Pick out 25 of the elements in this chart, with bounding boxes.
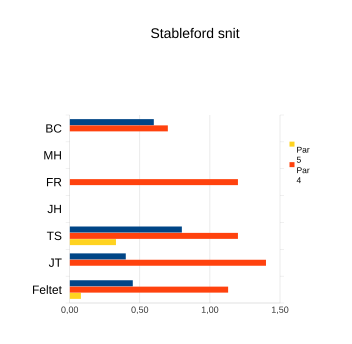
chart-title: Stableford snit (151, 28, 240, 38)
y-tick-label: BC (46, 124, 62, 133)
bar (70, 286, 228, 293)
y-tick-label: MH (44, 151, 61, 160)
x-tick-label: 1,50 (272, 306, 288, 314)
bar (70, 253, 126, 260)
bar (70, 125, 168, 132)
legend-label: Par 5 (296, 146, 310, 163)
bar (70, 179, 238, 186)
bar (70, 292, 81, 299)
y-tick-label: TS (46, 232, 62, 240)
bar (70, 119, 154, 126)
bar (70, 239, 116, 246)
bar (70, 232, 238, 239)
bar (70, 226, 182, 233)
x-tick-label: 1,00 (202, 306, 218, 314)
y-tick-label: JT (48, 258, 62, 267)
bar (70, 280, 133, 286)
bar (70, 260, 266, 266)
y-tick-label: JH (48, 204, 61, 214)
legend-label: Par 4 (296, 167, 310, 184)
y-tick-label: Feltet (33, 285, 62, 294)
x-tick-label: 0,50 (131, 306, 148, 314)
x-tick-label: 0,00 (61, 306, 78, 314)
y-tick-label: FR (46, 178, 62, 186)
